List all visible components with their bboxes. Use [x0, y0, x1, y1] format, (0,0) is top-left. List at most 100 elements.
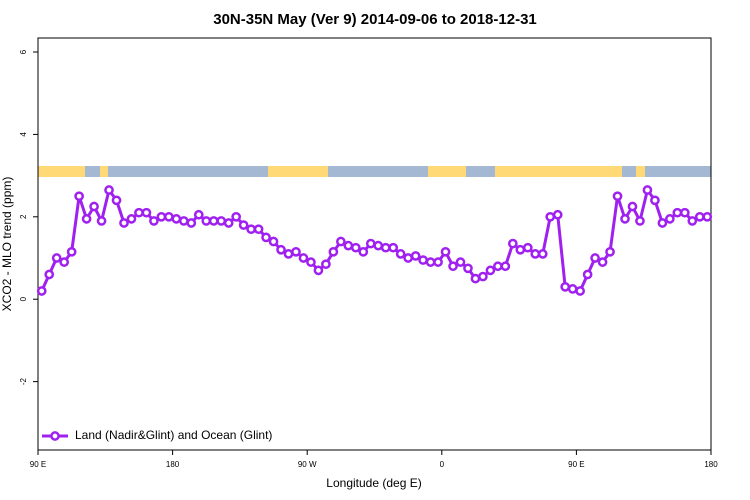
ocean-band	[38, 166, 711, 177]
data-point	[291, 246, 301, 257]
data-point	[507, 238, 518, 249]
data-point	[358, 246, 369, 257]
data-point	[171, 214, 182, 224]
data-point	[223, 218, 234, 228]
y-tick-label: 2	[19, 214, 28, 219]
data-point	[448, 261, 458, 272]
data-point	[246, 224, 256, 235]
data-point	[238, 220, 249, 230]
data-point	[702, 211, 713, 222]
data-point	[620, 214, 630, 224]
land-band	[100, 166, 108, 177]
data-point	[395, 249, 406, 259]
data-point	[253, 224, 264, 235]
data-point	[193, 209, 204, 220]
data-point	[283, 249, 294, 259]
data-point	[201, 216, 212, 226]
data-point	[111, 195, 122, 206]
data-point	[440, 246, 451, 257]
data-point	[336, 236, 346, 247]
data-point	[522, 242, 533, 253]
chart-title: 30N-35N May (Ver 9) 2014-09-06 to 2018-1…	[213, 11, 537, 28]
data-point	[612, 191, 623, 202]
data-point	[66, 246, 77, 257]
data-point	[216, 216, 227, 226]
data-point	[208, 216, 219, 226]
legend-marker	[50, 431, 60, 441]
data-point	[403, 253, 413, 263]
x-axis-label: Longitude (deg E)	[326, 476, 421, 490]
data-point	[186, 218, 197, 228]
data-point	[141, 207, 152, 218]
series-line	[40, 186, 708, 293]
land-band	[38, 166, 85, 177]
data-point	[36, 286, 47, 296]
data-point	[597, 257, 608, 267]
data-point	[178, 216, 189, 226]
data-point	[470, 273, 481, 284]
data-point	[463, 263, 473, 274]
data-point	[657, 218, 668, 228]
y-tick-label: 0	[19, 296, 28, 301]
land-band	[428, 166, 466, 177]
data-point	[119, 218, 129, 228]
data-point	[126, 214, 137, 224]
data-point	[418, 255, 428, 265]
data-point	[74, 191, 84, 202]
data-point	[134, 207, 144, 218]
land-band	[636, 166, 645, 177]
y-tick-label: -2	[19, 378, 28, 386]
x-tick-label: 90 E	[30, 460, 46, 469]
x-tick-label: 0	[440, 460, 445, 469]
data-point	[694, 211, 705, 222]
data-point	[373, 240, 384, 251]
data-point	[485, 265, 496, 276]
data-point	[313, 265, 324, 276]
data-point	[96, 216, 107, 226]
data-point	[560, 281, 571, 292]
legend-label: Land (Nadir&Glint) and Ocean (Glint)	[75, 428, 272, 442]
data-point	[59, 257, 70, 267]
land-ocean-band	[38, 166, 711, 177]
data-point	[350, 242, 361, 253]
data-point	[268, 236, 279, 247]
data-point	[493, 261, 503, 272]
data-point	[306, 257, 316, 267]
data-point	[567, 284, 578, 294]
data-point	[433, 257, 443, 267]
data-point	[89, 201, 99, 212]
data-point	[605, 246, 615, 257]
data-point	[231, 211, 242, 222]
data-point	[276, 244, 286, 255]
data-point	[44, 269, 55, 280]
data-point	[545, 211, 556, 222]
data-point	[388, 242, 399, 253]
data-point	[261, 232, 271, 243]
x-tick-label: 90 E	[568, 460, 584, 469]
data-point	[164, 211, 174, 222]
data-point	[149, 216, 159, 226]
data-point	[582, 269, 593, 280]
data-point	[627, 201, 638, 212]
y-axis-label: XCO2 - MLO trend (ppm)	[0, 177, 14, 312]
data-point	[478, 271, 488, 282]
data-point	[425, 257, 436, 267]
data-point	[156, 211, 167, 222]
data-point	[650, 195, 660, 206]
data-point	[104, 185, 114, 195]
x-tick-label: 180	[704, 460, 718, 469]
data-point	[321, 259, 331, 270]
data-point	[635, 216, 645, 226]
data-point	[672, 207, 683, 218]
data-point	[410, 251, 421, 261]
data-point	[365, 238, 376, 249]
data-point	[81, 214, 92, 224]
data-point	[500, 261, 511, 272]
data-point	[530, 249, 541, 259]
data-point	[665, 214, 675, 224]
x-tick-label: 90 W	[298, 460, 317, 469]
data-point	[51, 253, 62, 263]
data-point	[328, 246, 339, 257]
data-point	[343, 240, 354, 251]
